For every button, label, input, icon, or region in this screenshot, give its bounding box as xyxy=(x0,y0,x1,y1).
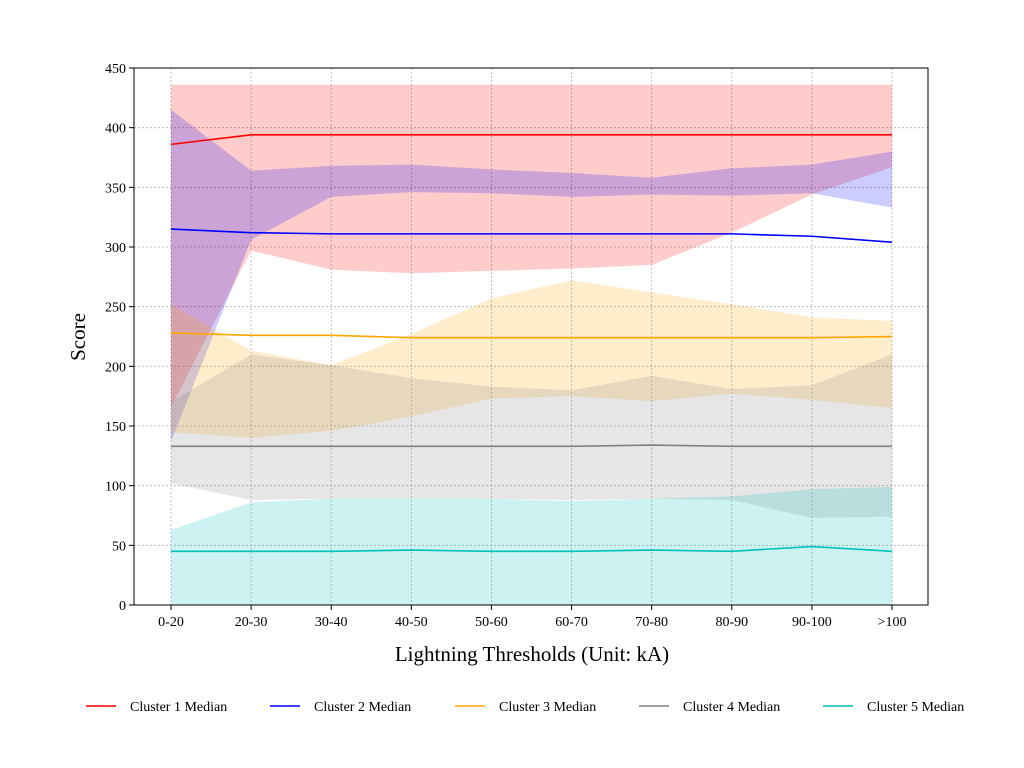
x-tick-label: 30-40 xyxy=(315,615,348,630)
legend-item-cluster-5: Cluster 5 Median xyxy=(823,700,964,715)
x-tick-label: 60-70 xyxy=(555,615,588,630)
y-tick-label: 450 xyxy=(105,62,126,77)
axis-ticks: 0 50 100 150 200 250 300 350 400 450 0-20 20-30 30-4… xyxy=(105,62,906,630)
legend: Cluster 1 Median Cluster 2 Median Cluster … xyxy=(86,700,964,715)
plot-frame xyxy=(133,67,929,606)
y-axis-title: Score xyxy=(66,313,90,361)
median-line-cluster-2 xyxy=(170,228,893,244)
x-tick-label: >100 xyxy=(878,615,907,630)
band-cluster-2 xyxy=(171,109,892,442)
y-tick-label: 100 xyxy=(105,480,126,495)
median-lines xyxy=(170,134,893,553)
legend-label: Cluster 5 Median xyxy=(867,700,964,715)
y-tick-label: 300 xyxy=(105,241,126,256)
y-tick-label: 400 xyxy=(105,122,126,137)
legend-label: Cluster 2 Median xyxy=(314,700,411,715)
y-tick-label: 0 xyxy=(119,599,126,614)
band-cluster-4 xyxy=(171,354,892,518)
y-tick-label: 150 xyxy=(105,420,126,435)
y-tick-label: 200 xyxy=(105,360,126,375)
legend-item-cluster-4: Cluster 4 Median xyxy=(639,700,780,715)
x-tick-label: 0-20 xyxy=(158,615,184,630)
legend-item-cluster-1: Cluster 1 Median xyxy=(86,700,227,715)
legend-item-cluster-3: Cluster 3 Median xyxy=(455,700,596,715)
x-tick-label: 70-80 xyxy=(635,615,668,630)
legend-label: Cluster 4 Median xyxy=(683,700,780,715)
y-tick-label: 250 xyxy=(105,301,126,316)
legend-label: Cluster 1 Median xyxy=(130,700,227,715)
legend-label: Cluster 3 Median xyxy=(499,700,596,715)
x-tick-label: 40-50 xyxy=(395,615,428,630)
median-line-cluster-5 xyxy=(171,545,893,553)
y-tick-label: 350 xyxy=(105,181,126,196)
grid-lines xyxy=(134,68,928,605)
median-line-cluster-3 xyxy=(170,332,893,339)
median-line-cluster-4 xyxy=(171,444,892,448)
x-axis-title: Lightning Thresholds (Unit: kA) xyxy=(395,642,669,666)
x-tick-label: 20-30 xyxy=(235,615,268,630)
band-areas xyxy=(171,84,892,605)
band-cluster-1 xyxy=(171,84,892,407)
x-tick-label: 50-60 xyxy=(475,615,508,630)
band-cluster-3 xyxy=(171,280,892,438)
x-tick-label: 90-100 xyxy=(792,615,832,630)
median-line-cluster-1 xyxy=(170,134,892,146)
band-cluster-5 xyxy=(171,486,892,605)
y-tick-label: 50 xyxy=(112,539,126,554)
x-tick-label: 80-90 xyxy=(715,615,748,630)
legend-item-cluster-2: Cluster 2 Median xyxy=(270,700,411,715)
